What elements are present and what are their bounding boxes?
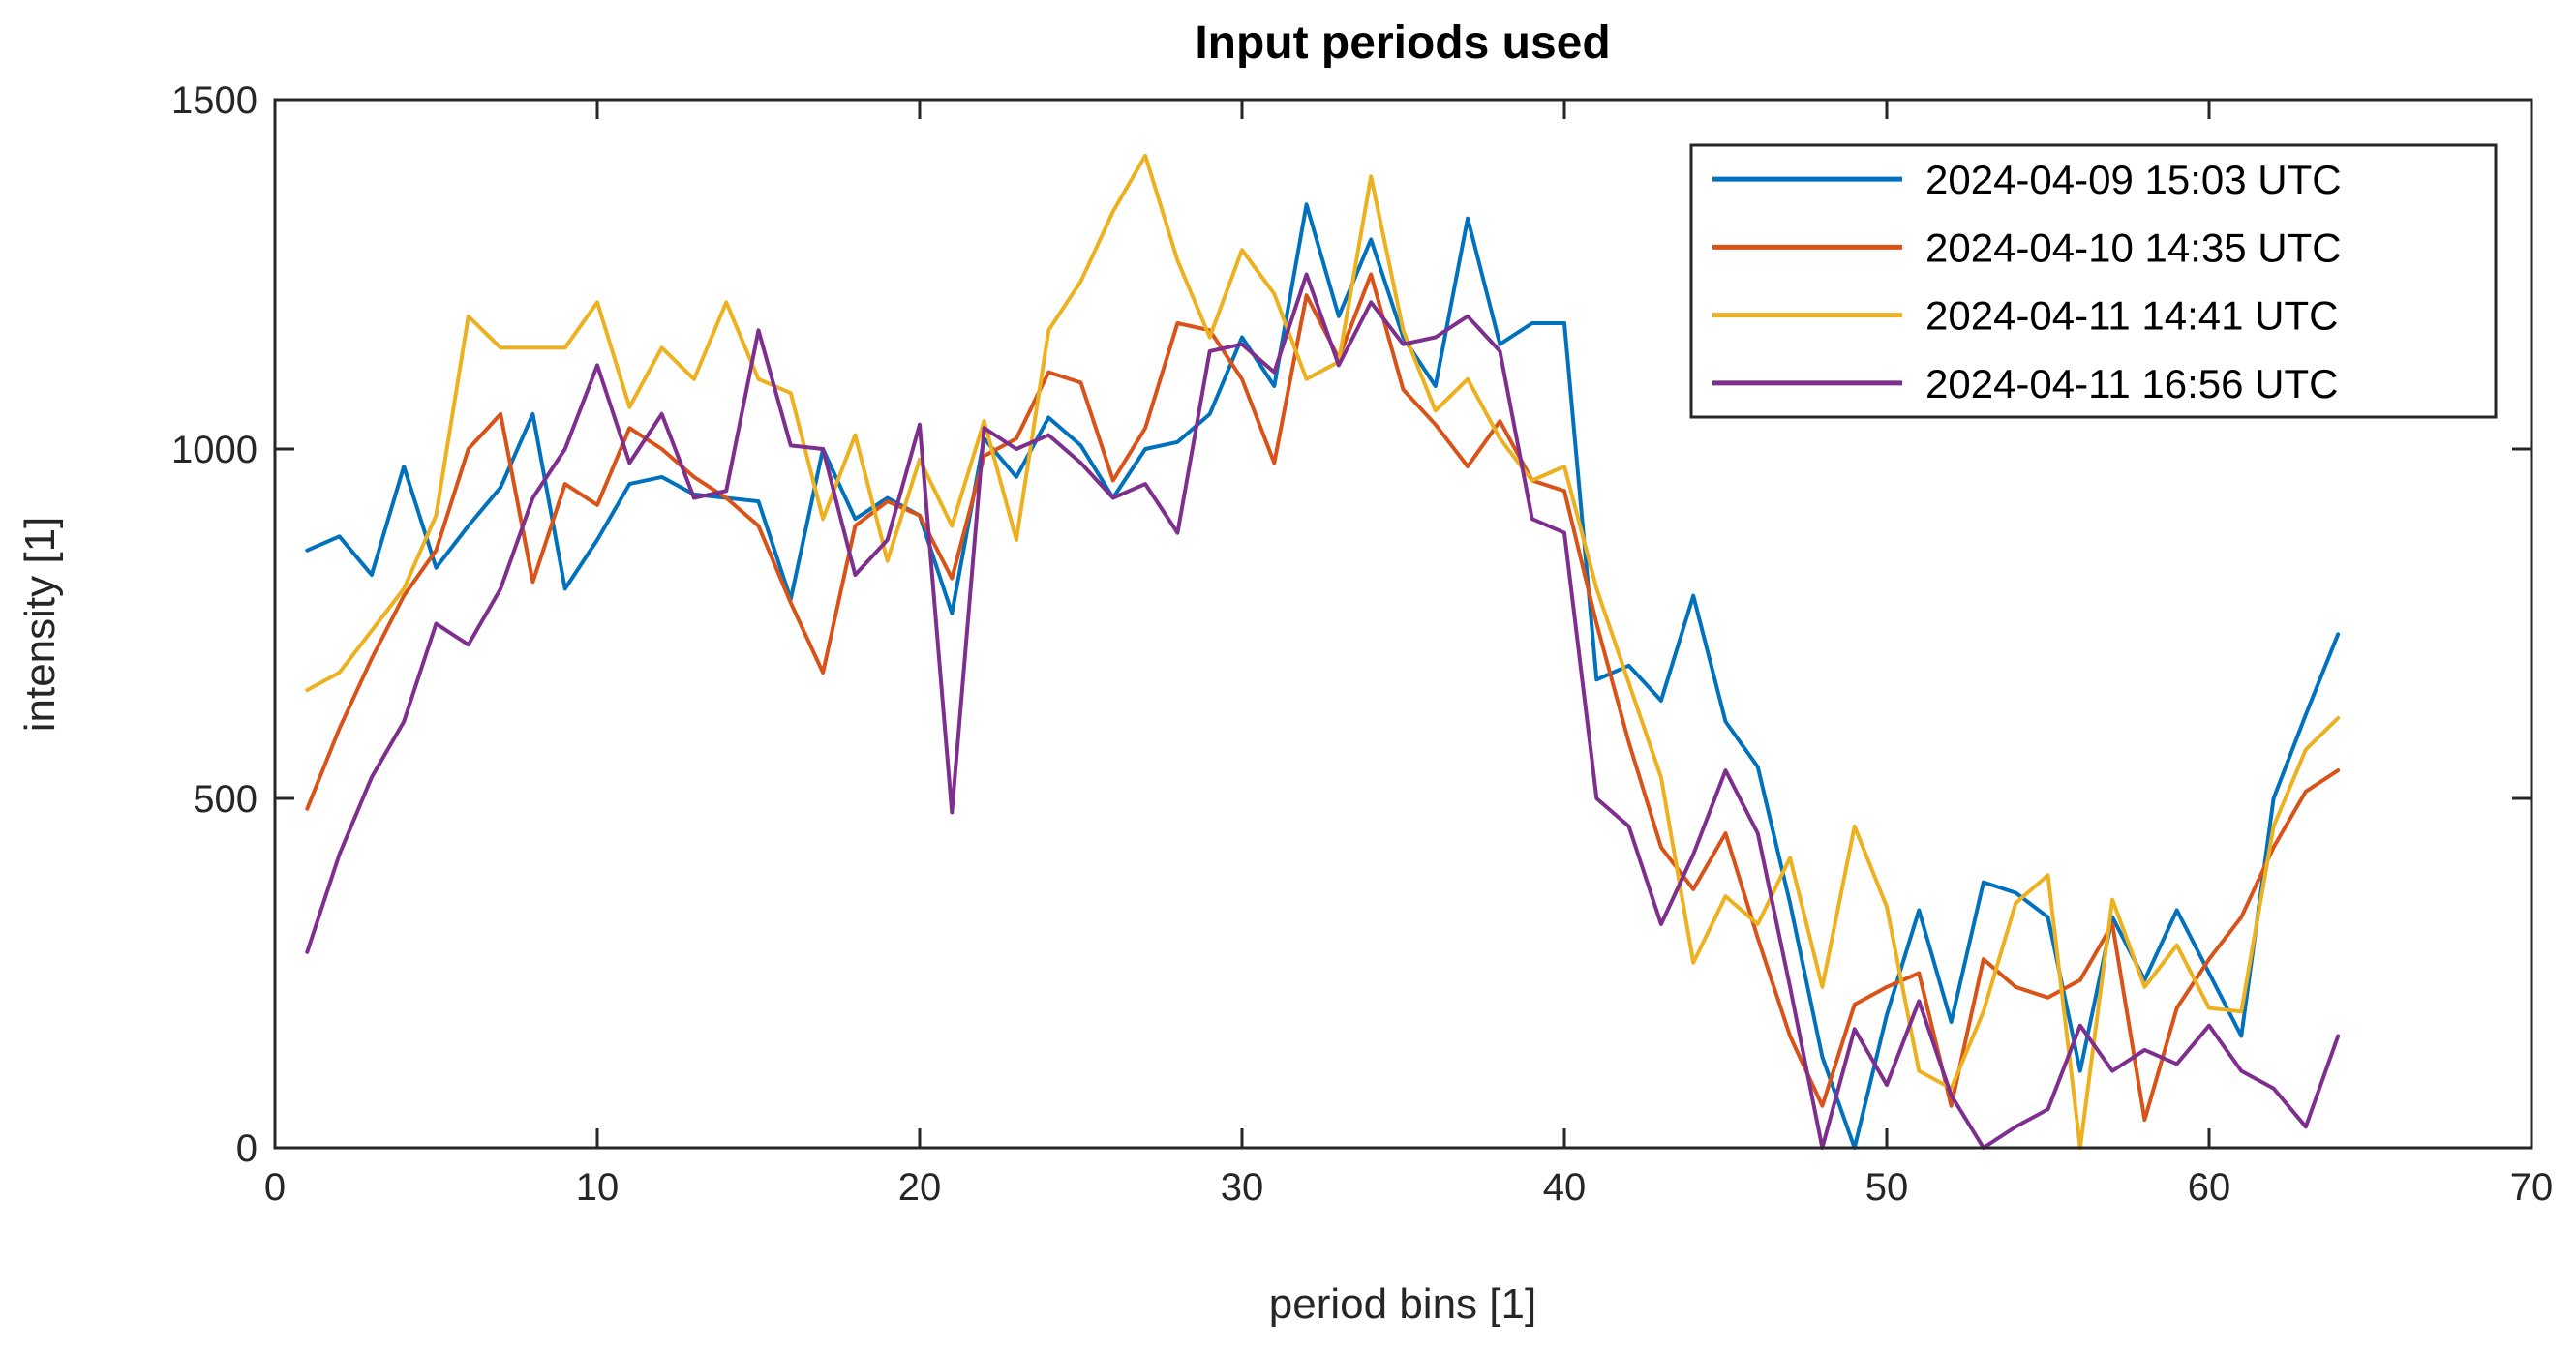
x-tick-label: 0 (264, 1166, 286, 1209)
series-line-3 (305, 272, 2341, 1150)
x-tick-label: 70 (2510, 1166, 2554, 1209)
y-tick-label: 1500 (171, 79, 258, 122)
y-axis-label: intensity [1] (16, 517, 64, 733)
x-tick-label: 60 (2188, 1166, 2231, 1209)
x-tick-label: 40 (1543, 1166, 1587, 1209)
y-tick-label: 0 (236, 1127, 258, 1170)
legend-entry-label: 2024-04-10 14:35 UTC (1925, 225, 2342, 270)
legend-entry-label: 2024-04-11 14:41 UTC (1925, 293, 2338, 339)
series-lines (305, 153, 2341, 1150)
x-tick-label: 30 (1221, 1166, 1264, 1209)
series-line-0 (305, 202, 2341, 1150)
x-tick-label: 10 (576, 1166, 620, 1209)
axis-tick-labels: 0 10 20 30 40 50 60 70 0 500 1000 1500 (171, 79, 2553, 1209)
legend-entry-label: 2024-04-09 15:03 UTC (1925, 157, 2342, 202)
x-axis-label: period bins [1] (1269, 1280, 1536, 1328)
x-tick-label: 50 (1865, 1166, 1909, 1209)
y-tick-label: 500 (193, 778, 258, 821)
plot-border (273, 98, 2533, 1150)
x-tick-label: 20 (898, 1166, 942, 1209)
legend: 2024-04-09 15:03 UTC 2024-04-10 14:35 UTC… (1689, 143, 2498, 419)
chart-title: Input periods used (1195, 17, 1610, 69)
y-tick-label: 1000 (171, 429, 258, 471)
series-line-2 (305, 153, 2341, 1150)
legend-box (1689, 143, 2498, 419)
legend-entry-label: 2024-04-11 16:56 UTC (1925, 361, 2338, 406)
